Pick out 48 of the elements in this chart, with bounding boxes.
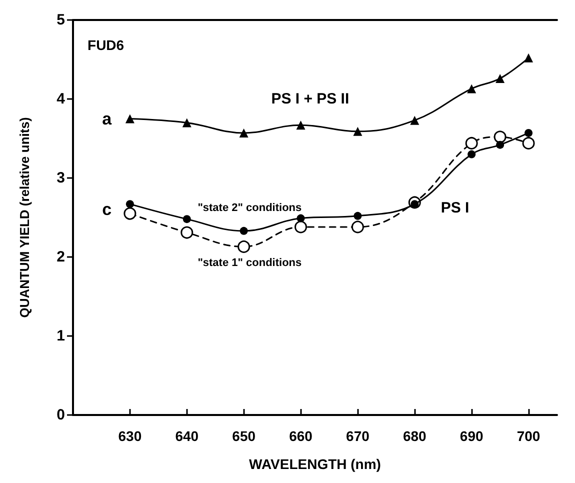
point: [294, 220, 308, 234]
x-tick-label: 690: [460, 428, 484, 444]
x-tick-label: 640: [175, 428, 199, 444]
y-tick-label: 0: [56, 406, 65, 424]
x-axis-title: WAVELENGTH (nm): [249, 456, 381, 472]
y-tick-label: 3: [56, 170, 65, 186]
annotation: PS I + PS II: [271, 90, 350, 108]
point: [354, 212, 362, 220]
annotation: PS I: [440, 200, 470, 217]
point: [522, 136, 535, 150]
annotation: a: [102, 109, 112, 128]
point: [180, 226, 194, 239]
point: [467, 84, 476, 94]
point: [239, 128, 248, 138]
point: [465, 136, 478, 150]
point: [238, 240, 250, 253]
y-tick-label: 4: [56, 90, 66, 108]
point: [182, 118, 192, 128]
x-tick-label: 670: [346, 428, 370, 444]
y-tick-label: 2: [56, 248, 65, 266]
x-tick-label: 660: [289, 428, 313, 444]
point: [240, 226, 248, 235]
point: [524, 53, 534, 62]
y-axis-title: QUANTUM YIELD (relative units): [17, 117, 32, 318]
point: [496, 140, 504, 149]
point: [296, 214, 305, 222]
point: [496, 74, 505, 83]
point: [124, 207, 136, 220]
point: [410, 116, 420, 125]
x-tick-label: 680: [402, 428, 427, 444]
annotation: "state 2" conditions: [198, 202, 302, 214]
annotation: "state 1" conditions: [198, 256, 302, 269]
y-tick-label: 5: [56, 12, 65, 28]
annotation: FUD6: [88, 36, 124, 53]
point: [296, 120, 306, 130]
y-tick-label: 1: [56, 328, 65, 344]
x-tick-label: 650: [232, 428, 256, 444]
x-tick-label: 700: [516, 428, 540, 444]
point: [468, 150, 476, 158]
point: [126, 200, 134, 208]
point: [494, 130, 506, 144]
point: [351, 220, 364, 234]
annotation: c: [102, 200, 112, 220]
point: [353, 126, 362, 136]
x-tick-label: 630: [118, 428, 142, 444]
point: [524, 128, 533, 137]
point: [125, 114, 134, 124]
point: [182, 215, 191, 224]
